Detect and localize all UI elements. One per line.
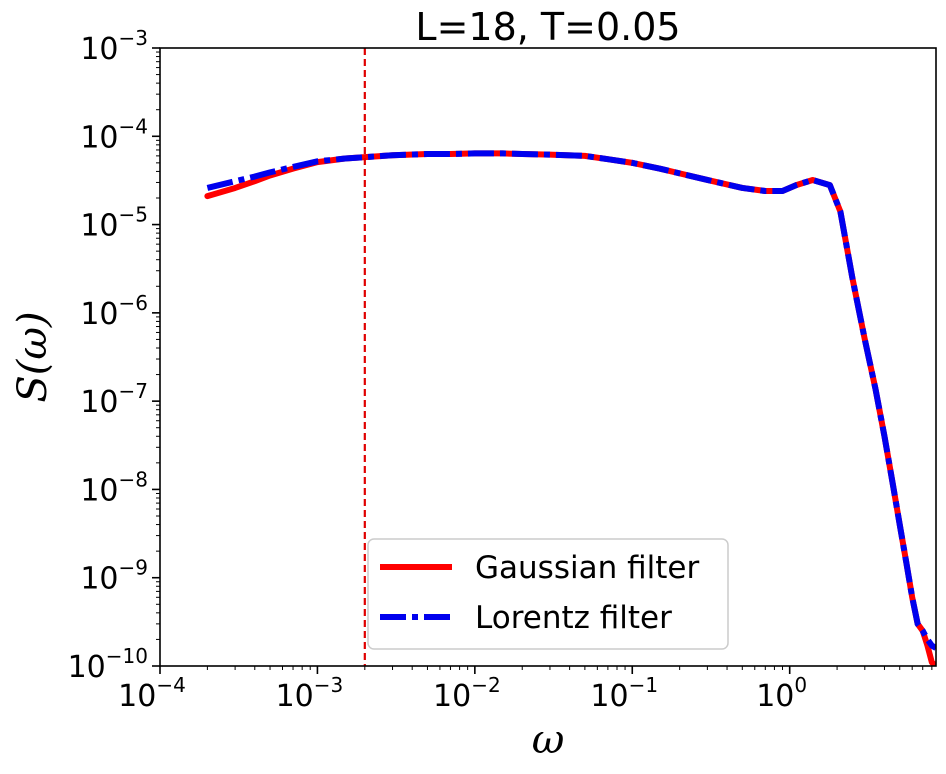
legend-label-gaussian: Gaussian filter xyxy=(475,550,699,586)
y-tick-exponent: −6 xyxy=(119,291,148,315)
series-line-lorentz xyxy=(206,150,936,651)
chart-title: L=18, T=0.05 xyxy=(415,5,680,49)
major-ticks xyxy=(152,47,791,674)
x-tick-base: 10 xyxy=(276,679,314,714)
plot-frame xyxy=(159,47,937,667)
legend-label-lorentz: Lorentz filter xyxy=(475,600,672,636)
x-tick-labels: 10−4 10−3 10−2 10−1 100 xyxy=(118,673,807,714)
y-tick-label: 10−8 xyxy=(80,467,148,508)
y-tick-exponent: −3 xyxy=(119,26,148,50)
y-tick-exponent: −5 xyxy=(119,203,148,227)
series-layer xyxy=(204,150,936,666)
x-tick-exponent: −2 xyxy=(471,673,500,697)
y-tick-label: 10−4 xyxy=(80,114,148,155)
x-tick-label: 100 xyxy=(756,673,807,714)
x-tick-base: 10 xyxy=(590,679,628,714)
x-tick-exponent: −1 xyxy=(629,673,658,697)
legend-box xyxy=(367,538,729,650)
y-tick-base: 10 xyxy=(68,650,106,685)
y-tick-exponent: −9 xyxy=(119,556,148,580)
x-tick-label: 10−2 xyxy=(433,673,501,714)
y-tick-exponent: −4 xyxy=(119,114,148,138)
y-tick-base: 10 xyxy=(80,562,118,597)
y-tick-base: 10 xyxy=(80,209,118,244)
y-tick-label: 10−3 xyxy=(80,26,148,67)
x-axis-label: ω xyxy=(532,717,565,763)
y-tick-base: 10 xyxy=(80,473,118,508)
x-tick-label: 10−1 xyxy=(590,673,658,714)
x-tick-base: 10 xyxy=(756,679,794,714)
x-tick-exponent: −4 xyxy=(156,673,185,697)
y-tick-label: 10−10 xyxy=(68,644,148,685)
y-tick-base: 10 xyxy=(80,385,118,420)
y-tick-label: 10−7 xyxy=(80,379,148,420)
y-tick-base: 10 xyxy=(80,32,118,67)
y-tick-exponent: −10 xyxy=(106,644,148,668)
y-tick-label: 10−6 xyxy=(80,291,148,332)
x-tick-base: 10 xyxy=(118,679,156,714)
x-tick-label: 10−4 xyxy=(118,673,186,714)
x-tick-exponent: 0 xyxy=(794,673,807,697)
y-tick-label: 10−9 xyxy=(80,556,148,597)
y-tick-labels: 10−310−410−510−610−710−810−910−10 xyxy=(68,26,148,685)
legend: Gaussian filter Lorentz filter xyxy=(367,538,729,650)
x-tick-exponent: −3 xyxy=(314,673,343,697)
y-tick-label: 10−5 xyxy=(80,203,148,244)
x-tick-label: 10−3 xyxy=(276,673,344,714)
y-tick-exponent: −7 xyxy=(119,379,148,403)
x-tick-base: 10 xyxy=(433,679,471,714)
y-axis-label: S(ω) xyxy=(10,311,56,402)
y-tick-base: 10 xyxy=(80,120,118,155)
y-tick-exponent: −8 xyxy=(119,467,148,491)
y-tick-base: 10 xyxy=(80,297,118,332)
